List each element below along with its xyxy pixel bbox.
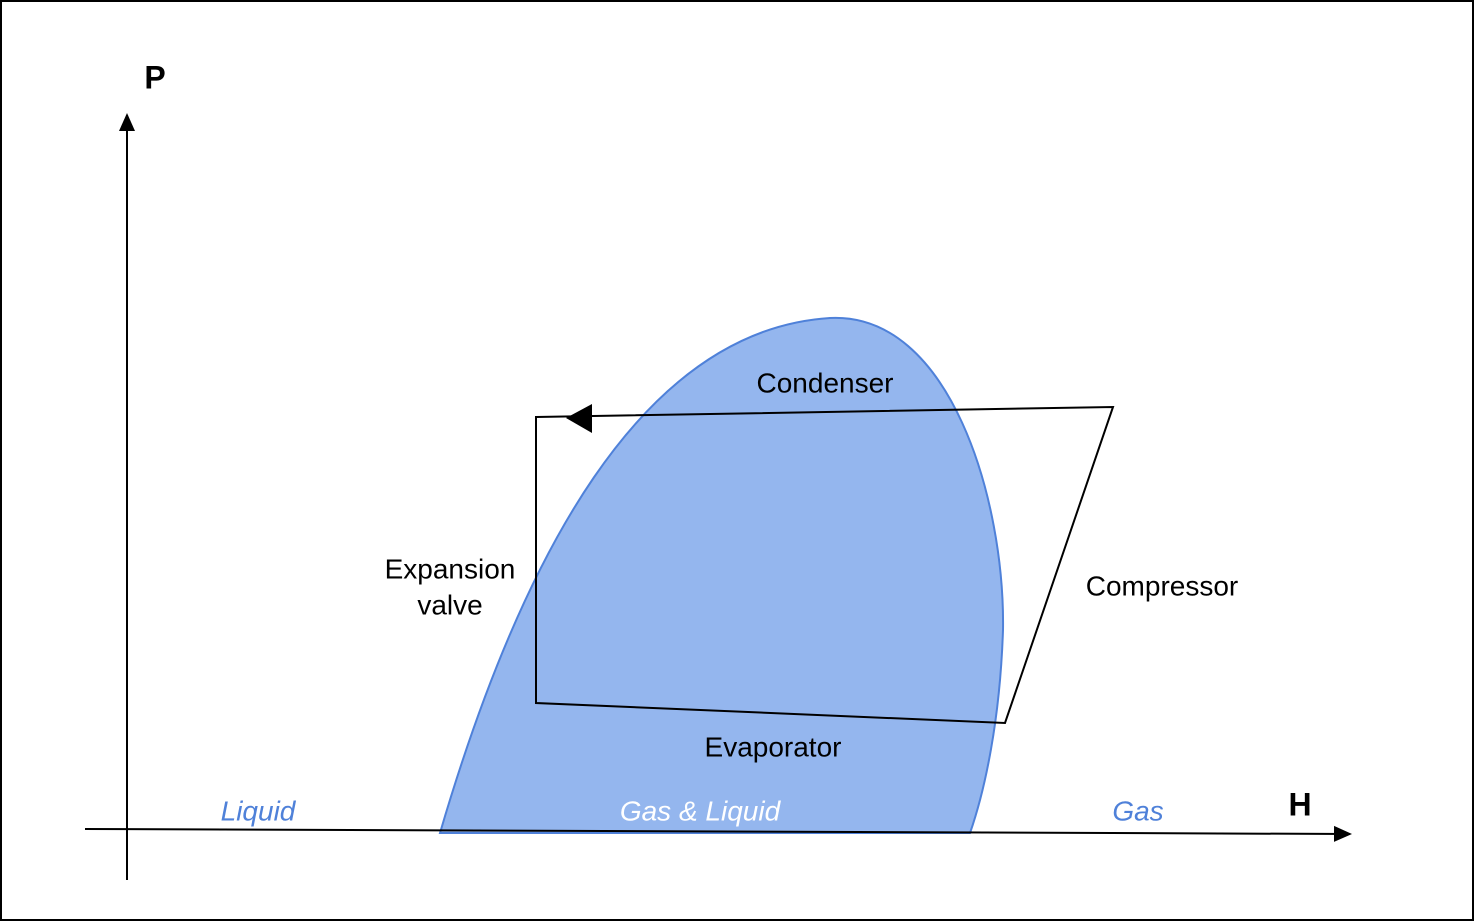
- expansion-label: Expansion: [385, 553, 516, 584]
- liquid-label: Liquid: [221, 795, 297, 826]
- gas-liquid-label: Gas & Liquid: [620, 795, 782, 826]
- condenser-label: Condenser: [757, 367, 894, 398]
- p-label: P: [144, 59, 165, 95]
- evaporator-label: Evaporator: [705, 731, 842, 762]
- cycle-arrow: [566, 404, 592, 433]
- cycle: [535, 405, 1115, 725]
- h-axis: [84, 825, 1352, 842]
- gas-label: Gas: [1112, 795, 1163, 826]
- compressor-label: Compressor: [1086, 570, 1238, 601]
- valve-label: valve: [417, 589, 482, 620]
- h-label: H: [1288, 786, 1311, 822]
